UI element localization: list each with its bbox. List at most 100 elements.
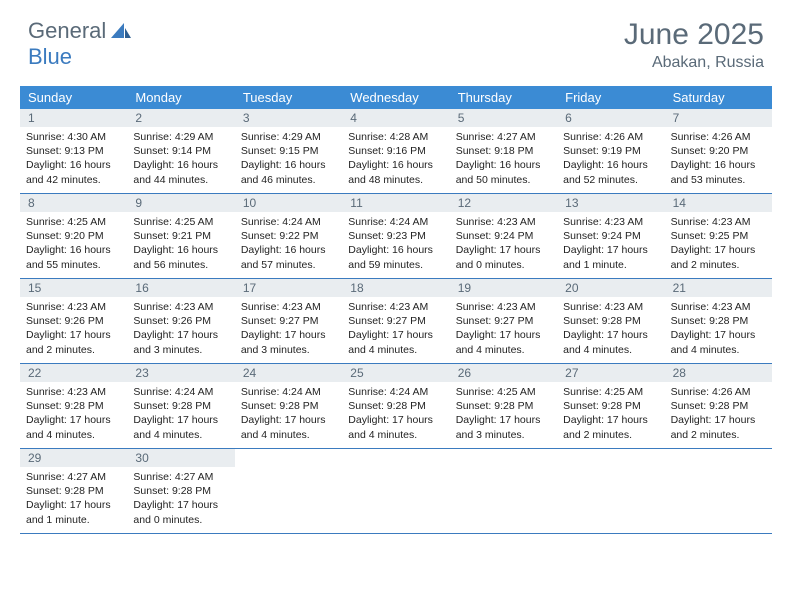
day-number: 14 (665, 194, 772, 212)
sunset-text: Sunset: 9:20 PM (26, 229, 121, 243)
daylight-text: Daylight: 17 hours (456, 243, 551, 257)
daylight-text: Daylight: 17 hours (348, 413, 443, 427)
daylight-text: Daylight: 16 hours (133, 158, 228, 172)
sunrise-text: Sunrise: 4:29 AM (241, 130, 336, 144)
daylight-text: and 0 minutes. (456, 258, 551, 272)
sunset-text: Sunset: 9:28 PM (133, 484, 228, 498)
day-number: 21 (665, 279, 772, 297)
day-info: Sunrise: 4:25 AMSunset: 9:21 PMDaylight:… (127, 212, 234, 276)
day-info: Sunrise: 4:23 AMSunset: 9:28 PMDaylight:… (665, 297, 772, 361)
day-info: Sunrise: 4:29 AMSunset: 9:15 PMDaylight:… (235, 127, 342, 191)
daylight-text: and 1 minute. (26, 513, 121, 527)
sunset-text: Sunset: 9:21 PM (133, 229, 228, 243)
daylight-text: and 44 minutes. (133, 173, 228, 187)
calendar-cell: 18Sunrise: 4:23 AMSunset: 9:27 PMDayligh… (342, 279, 449, 363)
calendar-cell: 22Sunrise: 4:23 AMSunset: 9:28 PMDayligh… (20, 364, 127, 448)
sunset-text: Sunset: 9:28 PM (26, 484, 121, 498)
day-number: 2 (127, 109, 234, 127)
daylight-text: Daylight: 16 hours (348, 243, 443, 257)
calendar-cell: 2Sunrise: 4:29 AMSunset: 9:14 PMDaylight… (127, 109, 234, 193)
daylight-text: Daylight: 17 hours (26, 413, 121, 427)
sunset-text: Sunset: 9:27 PM (241, 314, 336, 328)
sunset-text: Sunset: 9:15 PM (241, 144, 336, 158)
sunset-text: Sunset: 9:25 PM (671, 229, 766, 243)
day-info: Sunrise: 4:23 AMSunset: 9:26 PMDaylight:… (20, 297, 127, 361)
daylight-text: and 42 minutes. (26, 173, 121, 187)
sunrise-text: Sunrise: 4:27 AM (133, 470, 228, 484)
sunrise-text: Sunrise: 4:23 AM (26, 385, 121, 399)
day-info: Sunrise: 4:23 AMSunset: 9:26 PMDaylight:… (127, 297, 234, 361)
sunrise-text: Sunrise: 4:26 AM (671, 385, 766, 399)
daylight-text: and 3 minutes. (241, 343, 336, 357)
calendar: Sunday Monday Tuesday Wednesday Thursday… (20, 86, 772, 534)
calendar-cell: 17Sunrise: 4:23 AMSunset: 9:27 PMDayligh… (235, 279, 342, 363)
calendar-cell: 27Sunrise: 4:25 AMSunset: 9:28 PMDayligh… (557, 364, 664, 448)
day-head: Saturday (665, 86, 772, 109)
header: General June 2025 Abakan, Russia (0, 0, 792, 80)
daylight-text: and 0 minutes. (133, 513, 228, 527)
sunrise-text: Sunrise: 4:25 AM (563, 385, 658, 399)
sunrise-text: Sunrise: 4:24 AM (241, 385, 336, 399)
daylight-text: and 1 minute. (563, 258, 658, 272)
calendar-cell: 6Sunrise: 4:26 AMSunset: 9:19 PMDaylight… (557, 109, 664, 193)
calendar-cell: 9Sunrise: 4:25 AMSunset: 9:21 PMDaylight… (127, 194, 234, 278)
day-number: 4 (342, 109, 449, 127)
logo-text-blue: Blue (28, 44, 72, 70)
day-info: Sunrise: 4:29 AMSunset: 9:14 PMDaylight:… (127, 127, 234, 191)
sunrise-text: Sunrise: 4:27 AM (456, 130, 551, 144)
day-number: 19 (450, 279, 557, 297)
daylight-text: Daylight: 17 hours (671, 328, 766, 342)
calendar-week: 1Sunrise: 4:30 AMSunset: 9:13 PMDaylight… (20, 109, 772, 194)
calendar-cell: 11Sunrise: 4:24 AMSunset: 9:23 PMDayligh… (342, 194, 449, 278)
sunrise-text: Sunrise: 4:23 AM (456, 215, 551, 229)
daylight-text: Daylight: 16 hours (456, 158, 551, 172)
location-label: Abakan, Russia (624, 54, 764, 72)
daylight-text: and 46 minutes. (241, 173, 336, 187)
day-info: Sunrise: 4:24 AMSunset: 9:22 PMDaylight:… (235, 212, 342, 276)
sunset-text: Sunset: 9:28 PM (133, 399, 228, 413)
calendar-week: 22Sunrise: 4:23 AMSunset: 9:28 PMDayligh… (20, 364, 772, 449)
calendar-cell: 29Sunrise: 4:27 AMSunset: 9:28 PMDayligh… (20, 449, 127, 533)
calendar-cell (557, 449, 664, 533)
day-number: 13 (557, 194, 664, 212)
day-info: Sunrise: 4:27 AMSunset: 9:28 PMDaylight:… (127, 467, 234, 531)
daylight-text: and 2 minutes. (671, 258, 766, 272)
daylight-text: Daylight: 17 hours (456, 328, 551, 342)
sunrise-text: Sunrise: 4:23 AM (133, 300, 228, 314)
sunset-text: Sunset: 9:24 PM (456, 229, 551, 243)
sunset-text: Sunset: 9:28 PM (348, 399, 443, 413)
day-number: 11 (342, 194, 449, 212)
day-info: Sunrise: 4:27 AMSunset: 9:18 PMDaylight:… (450, 127, 557, 191)
day-head: Monday (127, 86, 234, 109)
sunrise-text: Sunrise: 4:23 AM (671, 215, 766, 229)
day-number: 9 (127, 194, 234, 212)
day-number: 29 (20, 449, 127, 467)
calendar-cell: 14Sunrise: 4:23 AMSunset: 9:25 PMDayligh… (665, 194, 772, 278)
sunrise-text: Sunrise: 4:30 AM (26, 130, 121, 144)
calendar-cell (450, 449, 557, 533)
calendar-week: 29Sunrise: 4:27 AMSunset: 9:28 PMDayligh… (20, 449, 772, 534)
day-head: Wednesday (342, 86, 449, 109)
sunrise-text: Sunrise: 4:26 AM (671, 130, 766, 144)
sunset-text: Sunset: 9:28 PM (26, 399, 121, 413)
day-info: Sunrise: 4:25 AMSunset: 9:28 PMDaylight:… (557, 382, 664, 446)
sunrise-text: Sunrise: 4:29 AM (133, 130, 228, 144)
day-info: Sunrise: 4:24 AMSunset: 9:28 PMDaylight:… (235, 382, 342, 446)
daylight-text: and 59 minutes. (348, 258, 443, 272)
day-info: Sunrise: 4:23 AMSunset: 9:27 PMDaylight:… (235, 297, 342, 361)
daylight-text: Daylight: 17 hours (133, 498, 228, 512)
day-info: Sunrise: 4:26 AMSunset: 9:19 PMDaylight:… (557, 127, 664, 191)
daylight-text: Daylight: 16 hours (26, 158, 121, 172)
daylight-text: Daylight: 17 hours (671, 413, 766, 427)
day-number: 18 (342, 279, 449, 297)
page-title: June 2025 (624, 18, 764, 52)
day-info: Sunrise: 4:24 AMSunset: 9:23 PMDaylight:… (342, 212, 449, 276)
daylight-text: Daylight: 16 hours (671, 158, 766, 172)
day-number: 16 (127, 279, 234, 297)
daylight-text: Daylight: 17 hours (241, 328, 336, 342)
calendar-cell: 8Sunrise: 4:25 AMSunset: 9:20 PMDaylight… (20, 194, 127, 278)
day-info: Sunrise: 4:23 AMSunset: 9:28 PMDaylight:… (557, 297, 664, 361)
daylight-text: Daylight: 17 hours (26, 498, 121, 512)
day-number: 24 (235, 364, 342, 382)
day-info: Sunrise: 4:24 AMSunset: 9:28 PMDaylight:… (127, 382, 234, 446)
